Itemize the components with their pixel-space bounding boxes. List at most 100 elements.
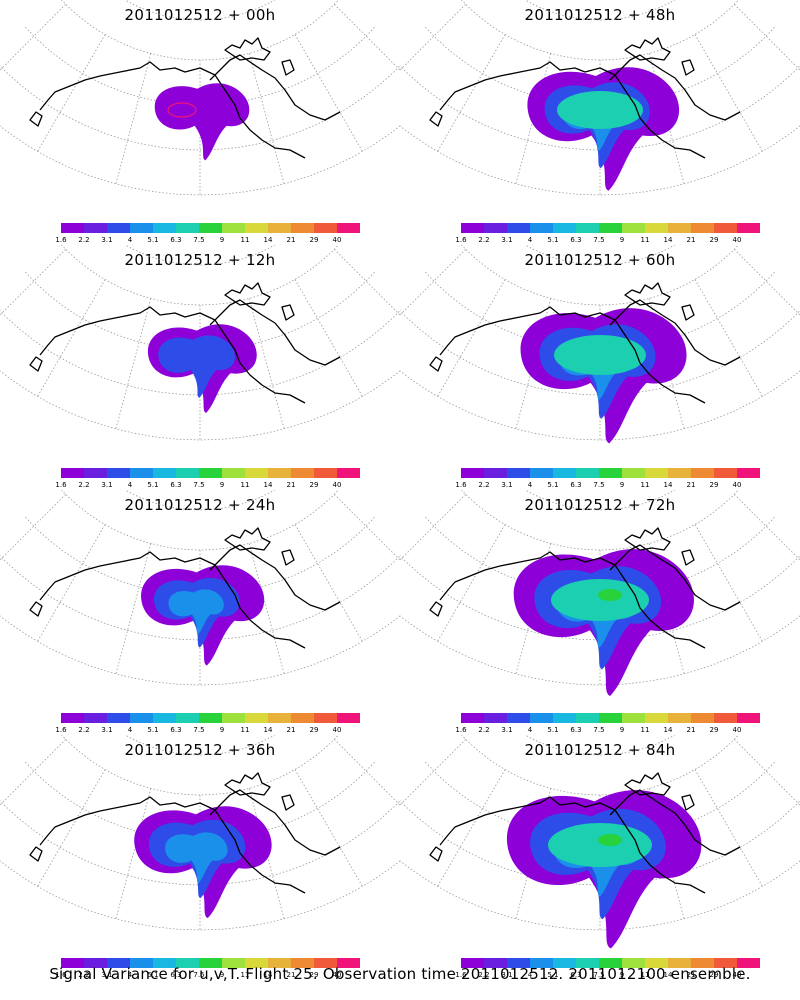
colorbar-label: 9 xyxy=(619,481,625,489)
colorbar-label: 6.3 xyxy=(570,971,582,979)
colorbar-swatch xyxy=(130,468,153,478)
colorbar-swatch xyxy=(153,223,176,233)
variance-field xyxy=(154,83,250,161)
colorbar-labels: 1.6 2.2 3.1 4 5.1 6.3 7.5 9 11 14 21 29 40 xyxy=(455,971,760,981)
colorbar-labels: 1.6 2.2 3.1 4 5.1 6.3 7.5 9 11 14 21 29 40 xyxy=(55,481,360,491)
colorbar-swatch xyxy=(622,958,645,968)
colorbar-label: 40 xyxy=(332,726,342,734)
colorbar-label: 1.6 xyxy=(55,726,67,734)
colorbar-label: 1.6 xyxy=(455,236,467,244)
colorbar-label: 2.2 xyxy=(478,236,490,244)
colorbar-label: 2.2 xyxy=(78,726,90,734)
colorbar-swatch xyxy=(153,468,176,478)
colorbar-swatch xyxy=(130,223,153,233)
colorbar-label: 21 xyxy=(286,481,296,489)
colorbar-label: 21 xyxy=(286,236,296,244)
colorbar-label: 29 xyxy=(309,481,319,489)
colorbar-label: 5.1 xyxy=(547,971,559,979)
colorbar-swatch xyxy=(714,468,737,478)
coastline xyxy=(429,37,741,159)
colorbar-swatch xyxy=(107,223,130,233)
colorbar-label: 29 xyxy=(709,726,719,734)
colorbar-label: 3.1 xyxy=(501,726,513,734)
colorbar-label: 21 xyxy=(286,726,296,734)
panel-title: 2011012512 + 12h xyxy=(124,251,276,269)
colorbar-swatch xyxy=(222,468,245,478)
colorbar-label: 7.5 xyxy=(593,236,605,244)
colorbar-label: 7.5 xyxy=(193,726,205,734)
colorbar-swatch xyxy=(199,958,222,968)
colorbar-swatch xyxy=(599,468,622,478)
colorbar-labels: 1.6 2.2 3.1 4 5.1 6.3 7.5 9 11 14 21 29 40 xyxy=(55,726,360,736)
polar-map xyxy=(0,735,400,931)
panel-title: 2011012512 + 60h xyxy=(524,251,676,269)
map-boundary xyxy=(124,0,276,21)
colorbar-label: 14 xyxy=(263,236,273,244)
colorbar-swatch xyxy=(84,223,107,233)
colorbar-swatch xyxy=(461,958,484,968)
colorbar-swatch xyxy=(622,223,645,233)
panel-title: 2011012512 + 48h xyxy=(524,6,676,24)
coastline xyxy=(29,37,341,159)
colorbar-label: 5.1 xyxy=(147,481,159,489)
colorbar-label: 1.6 xyxy=(455,726,467,734)
colorbar-swatch xyxy=(530,223,553,233)
colorbar-label: 11 xyxy=(640,971,650,979)
colorbar-label: 40 xyxy=(732,726,742,734)
colorbar-label: 14 xyxy=(263,481,273,489)
colorbar-swatch xyxy=(530,958,553,968)
colorbar-swatch xyxy=(714,713,737,723)
colorbar-label: 3.1 xyxy=(101,971,113,979)
colorbar-swatch xyxy=(337,713,360,723)
colorbar-swatch xyxy=(291,223,314,233)
colorbar-label: 4 xyxy=(127,236,133,244)
colorbar-swatch xyxy=(576,958,599,968)
colorbar-swatch xyxy=(130,958,153,968)
colorbar-swatch xyxy=(507,958,530,968)
polar-map xyxy=(400,245,800,444)
colorbar-label: 1.6 xyxy=(455,481,467,489)
colorbar-label: 3.1 xyxy=(501,236,513,244)
colorbar-label: 4 xyxy=(127,971,133,979)
colorbar-swatch xyxy=(530,468,553,478)
colorbar-swatch xyxy=(84,468,107,478)
colorbar xyxy=(461,713,760,723)
colorbar-swatch xyxy=(599,713,622,723)
colorbar-label: 3.1 xyxy=(501,481,513,489)
colorbar-swatch xyxy=(291,468,314,478)
colorbar-label: 5.1 xyxy=(547,481,559,489)
colorbar-swatch xyxy=(622,713,645,723)
colorbar-swatch xyxy=(61,713,84,723)
polar-map xyxy=(400,735,800,949)
colorbar-label: 40 xyxy=(332,481,342,489)
colorbar xyxy=(61,958,360,968)
colorbar-swatch xyxy=(691,223,714,233)
colorbar-swatch xyxy=(222,223,245,233)
colorbar-swatch xyxy=(314,713,337,723)
colorbar-label: 11 xyxy=(240,481,250,489)
colorbar-labels: 1.6 2.2 3.1 4 5.1 6.3 7.5 9 11 14 21 29 40 xyxy=(455,481,760,491)
colorbar-label: 3.1 xyxy=(101,236,113,244)
panel-title: 2011012512 + 72h xyxy=(524,496,676,514)
colorbar-label: 2.2 xyxy=(478,726,490,734)
colorbar-label: 7.5 xyxy=(593,971,605,979)
colorbar-swatch xyxy=(691,958,714,968)
colorbar-swatch xyxy=(222,713,245,723)
colorbar-label: 7.5 xyxy=(193,481,205,489)
colorbar-swatch xyxy=(484,223,507,233)
colorbar-label: 11 xyxy=(640,481,650,489)
colorbar-label: 14 xyxy=(663,236,673,244)
colorbar-label: 21 xyxy=(286,971,296,979)
colorbar-swatch xyxy=(176,713,199,723)
colorbar-label: 11 xyxy=(240,726,250,734)
colorbar-label: 7.5 xyxy=(193,971,205,979)
colorbar-label: 6.3 xyxy=(170,481,182,489)
colorbar-swatch xyxy=(691,468,714,478)
colorbar-label: 2.2 xyxy=(478,481,490,489)
colorbar-swatch xyxy=(622,468,645,478)
colorbar-label: 6.3 xyxy=(570,726,582,734)
colorbar-swatch xyxy=(61,468,84,478)
map-boundary xyxy=(124,245,276,266)
colorbar-label: 6.3 xyxy=(170,971,182,979)
colorbar-swatch xyxy=(130,713,153,723)
